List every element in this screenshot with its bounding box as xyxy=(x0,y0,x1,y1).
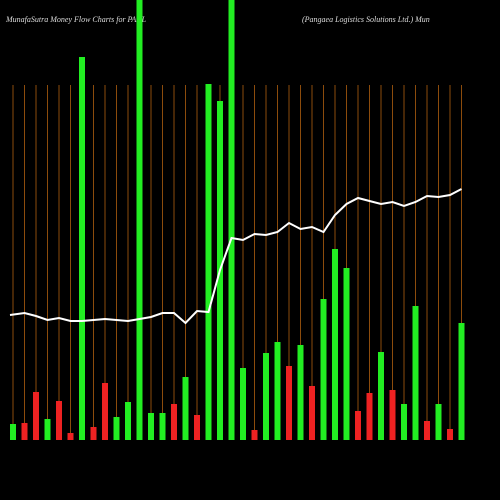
bar xyxy=(113,417,120,440)
bar xyxy=(136,0,143,440)
bar xyxy=(148,413,154,440)
bar xyxy=(228,0,235,440)
bar xyxy=(125,402,131,440)
bar xyxy=(274,342,281,440)
bar xyxy=(401,404,407,440)
bar xyxy=(102,383,108,440)
bar xyxy=(412,306,419,440)
bar xyxy=(44,419,51,440)
chart-subtitle: (Pangaea Logistics Solutions Ltd.) Mun xyxy=(302,15,430,24)
bar xyxy=(309,386,315,440)
bar xyxy=(389,390,396,440)
bar xyxy=(263,353,269,440)
bar xyxy=(67,433,74,440)
bar xyxy=(355,411,361,440)
bar xyxy=(435,404,442,440)
bar xyxy=(21,423,28,440)
bar xyxy=(56,401,62,440)
bar xyxy=(194,415,200,440)
bar xyxy=(320,299,327,440)
bar xyxy=(90,427,97,440)
bar xyxy=(10,424,16,440)
bar xyxy=(447,429,453,440)
bar xyxy=(240,368,246,440)
bar xyxy=(297,345,304,440)
bar xyxy=(332,249,338,440)
chart-title: MunafaSutra Money Flow Charts for PANL xyxy=(5,15,147,24)
bar xyxy=(171,404,177,440)
bar xyxy=(286,366,292,440)
bar xyxy=(458,323,465,440)
bar xyxy=(378,352,384,440)
bar xyxy=(79,57,85,440)
bar xyxy=(251,430,258,440)
bar xyxy=(343,268,350,440)
plot-area xyxy=(9,0,465,440)
bar xyxy=(33,392,39,440)
bar xyxy=(182,377,189,440)
money-flow-line xyxy=(9,188,462,325)
bar xyxy=(159,413,166,440)
bar xyxy=(424,421,430,440)
bar xyxy=(205,84,212,440)
bar xyxy=(366,393,373,440)
